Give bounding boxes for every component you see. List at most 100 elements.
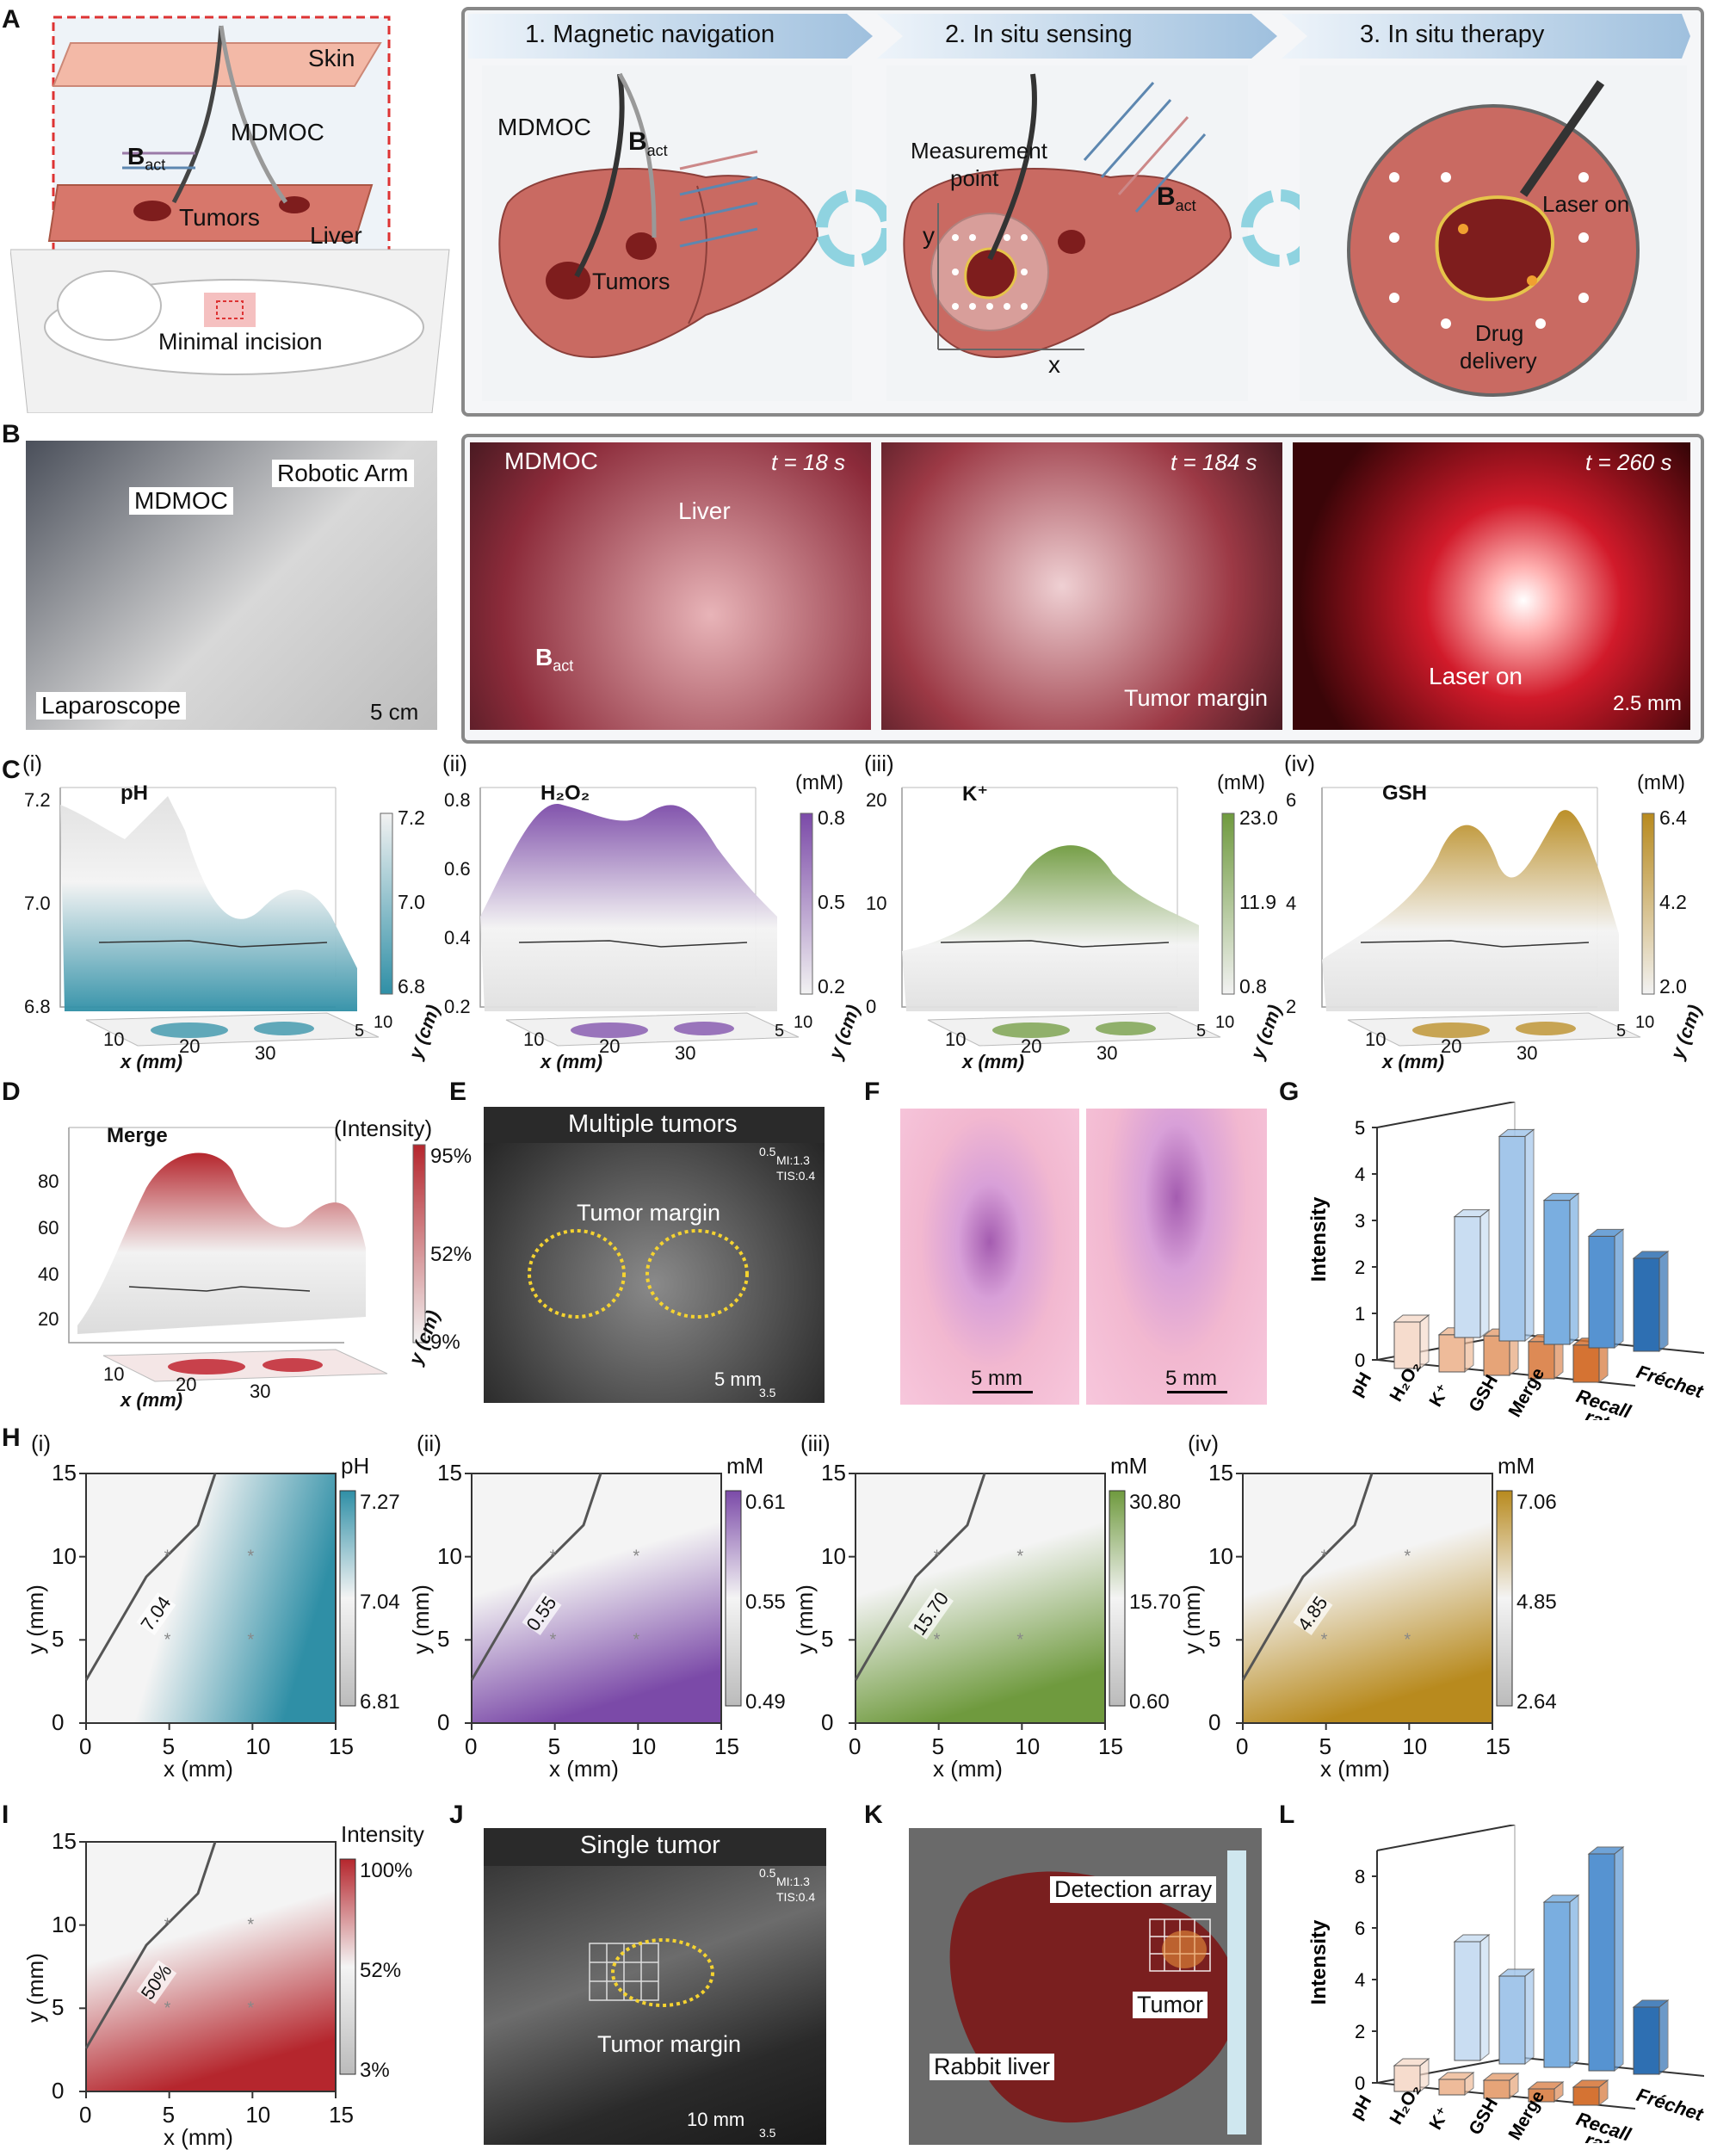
surface-x-tick-4-1: 20 xyxy=(1441,1035,1462,1057)
surface-floor-blob-b-2 xyxy=(674,1022,734,1035)
panel-letter-e: E xyxy=(449,1078,467,1106)
contour-h1-ytick-0: 0 xyxy=(52,1709,65,1735)
merge-title: Merge xyxy=(107,1124,168,1147)
label-tumors-left: Tumors xyxy=(179,204,260,231)
contour-i-marker-2: * xyxy=(164,1916,171,1935)
us-bottom-j: 3.5 xyxy=(759,2126,776,2140)
chart-g-ytick-0: 0 xyxy=(1355,1350,1365,1371)
chart-g-top-edge xyxy=(1376,1102,1516,1128)
merge-x-10: 10 xyxy=(103,1363,125,1385)
contour-h4-marker-2: * xyxy=(1321,1548,1328,1566)
ultrasound-single-header xyxy=(484,1828,826,1866)
chart-l-bar-frechet-4 xyxy=(1633,2006,1660,2075)
surface-contour-1 xyxy=(98,940,328,948)
us-top-j: 0.5 xyxy=(759,1866,776,1880)
contour-h4-marker-1: * xyxy=(1404,1630,1411,1649)
contour-h2-ytick-0: 0 xyxy=(437,1709,450,1735)
surface-z-tick-4-1: 4 xyxy=(1286,893,1297,914)
panel-letter-j: J xyxy=(449,1801,464,1829)
panel-letter-l: L xyxy=(1279,1801,1295,1829)
chart-g-bar-frechet-4 xyxy=(1633,1257,1660,1352)
photo-navigation xyxy=(470,442,871,730)
contour-i-xlabel: x (mm) xyxy=(164,2124,233,2150)
contour-h2-svg: * * * * xyxy=(465,1473,742,1730)
contour-h1-svg: * * * * xyxy=(79,1473,356,1730)
surface-cbar-tick-2-0: 0.8 xyxy=(818,806,845,829)
surface-shape-2 xyxy=(480,804,777,1011)
ultrasound-single-title: Single tumor xyxy=(580,1832,720,1859)
contour-h1-xtick-1: 5 xyxy=(162,1733,176,1759)
contour-h1-roman: (i) xyxy=(31,1430,52,1456)
chart-l-depth-frechet: Fréchet xyxy=(1634,2084,1704,2126)
surface-floor-blob-b-1 xyxy=(254,1022,314,1035)
contour-h2-cbar-tick-0: 0.61 xyxy=(745,1491,786,1514)
chart-l-category-3: GSH xyxy=(1465,2095,1502,2139)
surface-floor-blob-a-1 xyxy=(151,1022,228,1038)
chart-g-bar-recall-2 xyxy=(1483,1335,1510,1376)
chart-g-ytick-5: 5 xyxy=(1355,1117,1365,1139)
surface-title-3: K⁺ xyxy=(962,782,988,806)
surface-x-tick-2-0: 10 xyxy=(523,1029,545,1050)
histology-left xyxy=(900,1109,1079,1405)
surface-z-tick-4-2: 2 xyxy=(1286,996,1297,1017)
b-act-letter-s1: B xyxy=(628,127,647,156)
photo-sensing xyxy=(881,442,1282,730)
chart-l-bar-side-0-1 xyxy=(1464,2071,1474,2097)
contour-h4-cbar-tick-2: 2.64 xyxy=(1516,1690,1557,1714)
label-robotic-arm: Robotic Arm xyxy=(272,460,414,487)
merge-x-30: 30 xyxy=(250,1381,271,1402)
label-bact-step2: Bact xyxy=(1157,182,1196,215)
contour-h1-ytick-2: 10 xyxy=(52,1542,77,1569)
contour-h3-roman: (iii) xyxy=(800,1430,831,1456)
contour-h4-marker-0: * xyxy=(1321,1630,1328,1649)
chart-l-ytick-1: 2 xyxy=(1355,2021,1365,2042)
contour-h1-xtick-0: 0 xyxy=(79,1733,92,1759)
contour-h2-ylabel: y (mm) xyxy=(408,1585,434,1654)
b-act-letter-s2: B xyxy=(1157,182,1176,211)
contour-h2-main-contour xyxy=(470,1473,602,1681)
surface-cbar-tick-3-2: 0.8 xyxy=(1239,975,1267,998)
contour-h3-ytick-3: 15 xyxy=(821,1460,846,1486)
contour-h4-xtick-1: 5 xyxy=(1319,1733,1332,1759)
step-2-label: 2. In situ sensing xyxy=(945,21,1133,48)
time-184s: t = 184 s xyxy=(1171,449,1257,475)
contour-h1-marker-1: * xyxy=(247,1630,254,1649)
surface-xlabel-1: x (mm) xyxy=(120,1051,183,1072)
chart-l-bar-side-1-0 xyxy=(1479,1933,1490,2062)
b-act-sub-s2: act xyxy=(1175,197,1196,214)
chart-g-category-1: H₂O₂ xyxy=(1386,1358,1424,1405)
contour-i-field xyxy=(85,1841,337,2092)
contour-h3-xtick-1: 5 xyxy=(931,1733,945,1759)
label-detection-array: Detection array xyxy=(1050,1876,1217,1903)
surface-x-tick-2-1: 20 xyxy=(599,1035,621,1057)
chart-l-bar-side-0-3 xyxy=(1553,2080,1564,2103)
surface-cbar-tick-4-2: 2.0 xyxy=(1659,975,1687,998)
contour-h4-ytick-3: 15 xyxy=(1208,1460,1233,1486)
chart-g-ytick-3: 3 xyxy=(1355,1210,1365,1232)
contour-i-colorbar xyxy=(339,1858,356,2075)
contour-h3-ylabel: y (mm) xyxy=(792,1585,818,1654)
b-act-letter: B xyxy=(127,143,145,170)
surface-plot-3 xyxy=(868,779,1281,1072)
surface-x-tick-3-1: 20 xyxy=(1021,1035,1042,1057)
surface-title-1: pH xyxy=(120,781,148,805)
surface-cbar-tick-1-2: 6.8 xyxy=(398,975,425,998)
contour-i-marker-0: * xyxy=(164,1998,171,2017)
us-mi-e: MI:1.3 xyxy=(776,1153,810,1167)
contour-h3-marker-1: * xyxy=(1016,1630,1023,1649)
surface-x-tick-1-2: 30 xyxy=(255,1042,276,1064)
contour-h2-xtick-1: 5 xyxy=(547,1733,561,1759)
surface-z-tick-2-2: 0.4 xyxy=(444,927,471,948)
step-1-label: 1. Magnetic navigation xyxy=(525,21,775,48)
contour-h2-marker-1: * xyxy=(633,1630,639,1649)
contour-h2-field xyxy=(471,1473,722,1724)
surface-plot-2 xyxy=(446,779,859,1072)
surface-z-tick-3-0: 20 xyxy=(866,789,887,811)
contour-h2-cbar-tick-2: 0.49 xyxy=(745,1690,786,1714)
surface-xlabel-3: x (mm) xyxy=(962,1051,1025,1072)
merge-z-20: 20 xyxy=(38,1308,59,1330)
contour-h3-colorbar xyxy=(1109,1490,1126,1707)
contour-h3-cbar-tick-0: 30.80 xyxy=(1129,1491,1182,1514)
panel-letter-b: B xyxy=(2,420,21,448)
label-liver-left: Liver xyxy=(310,222,362,249)
